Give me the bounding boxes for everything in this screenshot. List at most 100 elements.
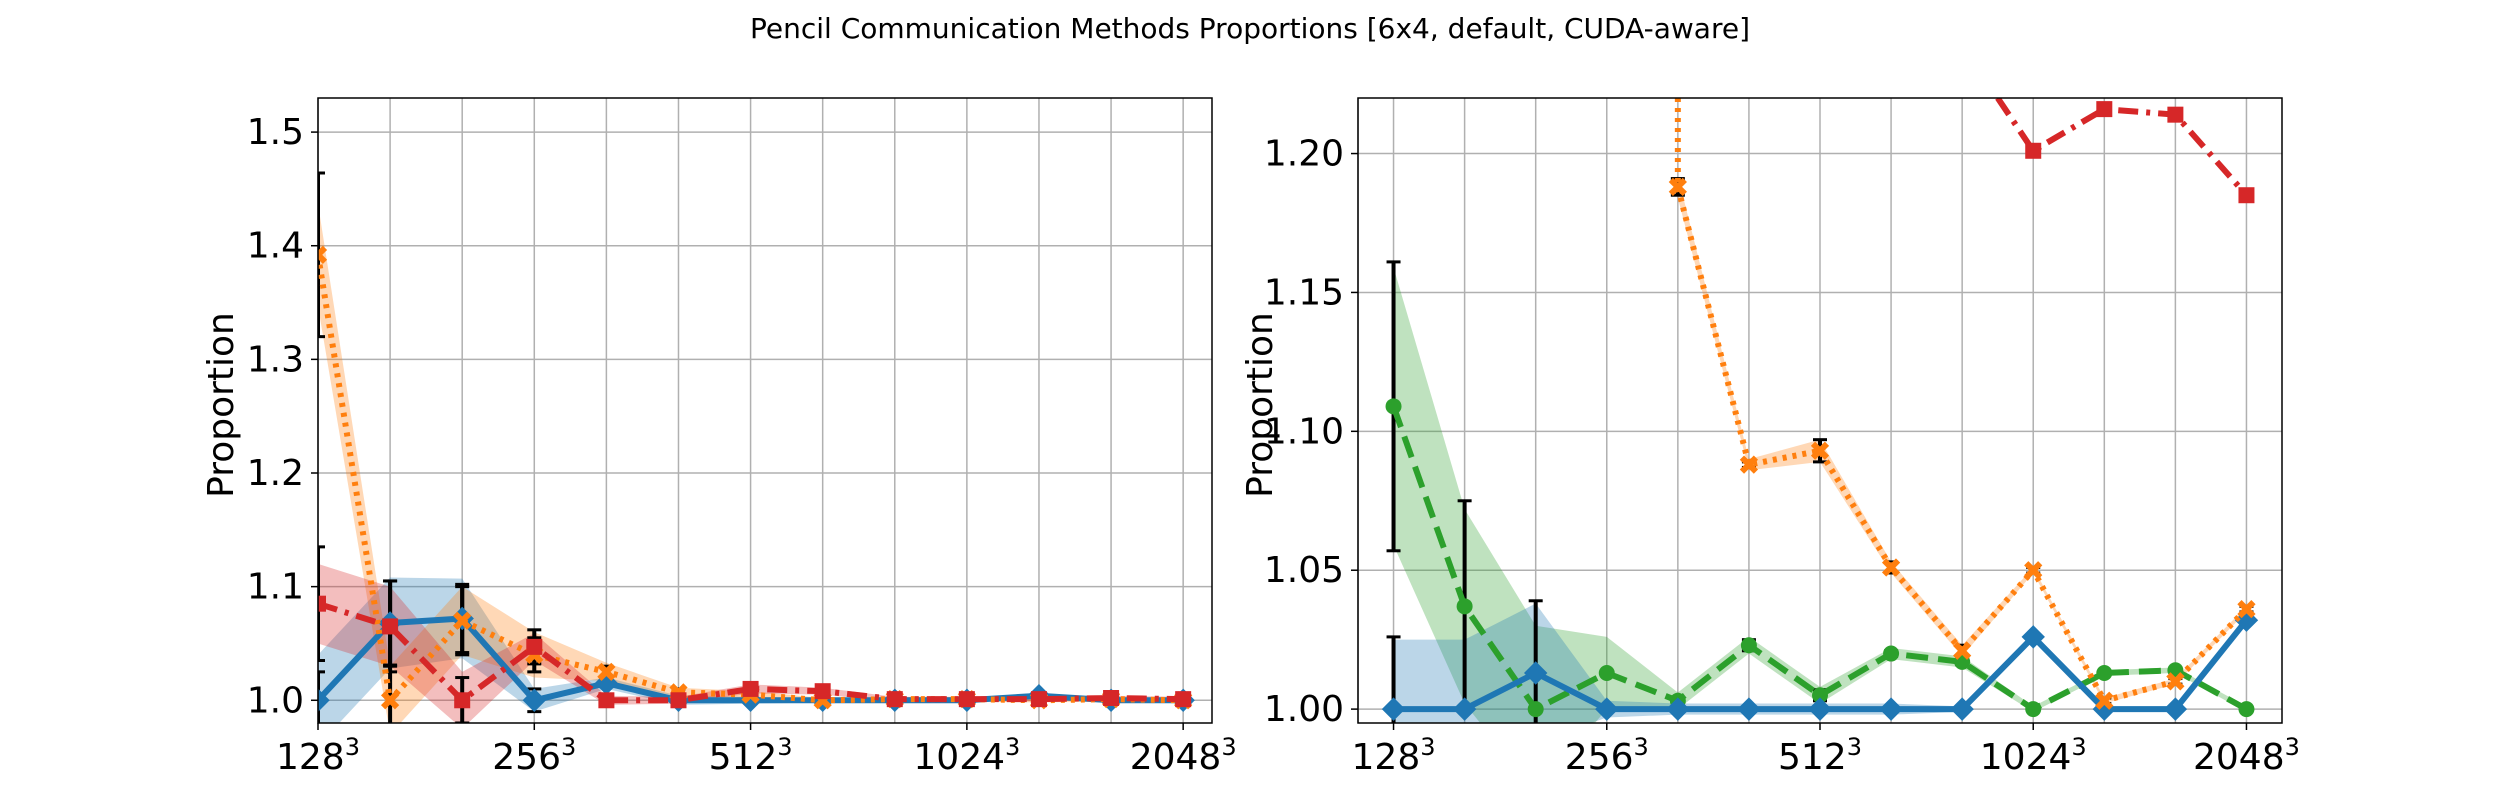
x-tick-label-base: 2048 [1130,737,1222,778]
red-data-point [382,618,399,635]
red-data-point [958,691,975,708]
x-tick-label-exponent: 3 [561,733,576,761]
x-tick-label-base: 128 [276,737,345,778]
y-tick-label: 1.00 [1264,689,1344,730]
blue-data-point [1523,661,1548,685]
x-tick-label-base: 1024 [913,737,1005,778]
blue-data-point [318,688,330,712]
orange-confidence-band [318,203,1184,723]
orange-data-point [2237,599,2256,619]
axes-frame [317,97,1213,724]
y-tick-label: 1.4 [247,226,304,267]
blue-data-point [2021,625,2045,649]
red-data-point [2096,101,2113,118]
y-tick-label: 1.15 [1264,272,1344,313]
y-tick-label: 1.2 [247,453,304,494]
x-tick-label: 10243 [913,733,1020,778]
orange-data-point [2166,672,2185,691]
left-y-axis-label: Proportion [201,312,242,498]
x-tick-label-exponent: 3 [1847,733,1862,761]
red-data-point [454,692,471,709]
red-data-point [598,692,615,709]
green-data-point [2238,701,2255,718]
green-data-point [2025,701,2042,718]
green-data-point [1598,665,1615,681]
y-tick-label: 1.3 [247,339,304,380]
x-tick-label-exponent: 3 [777,733,792,761]
x-tick-label: 5123 [709,733,793,778]
green-data-point [2096,665,2113,681]
blue-data-point [1452,697,1477,721]
red-data-point [2167,106,2184,123]
y-tick-label: 1.05 [1264,550,1344,591]
orange-data-point [2095,691,2114,710]
figure-title: Pencil Communication Methods Proportions… [750,12,1750,45]
y-tick-label: 1.5 [247,112,304,153]
blue-data-point [522,688,546,712]
y-tick-label: 1.10 [1264,411,1344,452]
orange-data-point [380,691,400,710]
x-tick-label: 10243 [1980,733,2087,778]
blue-data-point [1950,697,1974,721]
x-tick-label-base: 2048 [2193,737,2285,778]
x-tick-label-exponent: 3 [1633,733,1648,761]
green-data-point [1812,687,1828,704]
x-tick-label: 20483 [2193,733,2300,778]
red-data-point [2238,187,2255,204]
orange-data-point [2024,561,2043,580]
x-tick-label-exponent: 3 [1005,733,1020,761]
red-data-point [2025,142,2042,159]
red-data-point [318,595,326,612]
blue-data-point [2163,697,2188,721]
red-data-point [742,680,759,697]
blue-data-point [1737,697,1761,721]
blue-data-point [1595,697,1619,721]
orange-data-point [318,245,328,264]
green-data-point [1385,398,1402,415]
x-tick-label-exponent: 3 [345,733,360,761]
x-tick-label-base: 512 [709,737,778,778]
y-tick-label: 1.0 [247,680,304,721]
orange-data-point [597,662,616,681]
x-tick-label-exponent: 3 [1221,733,1236,761]
orange-data-point [1668,177,1687,197]
y-tick-label: 1.1 [247,567,304,608]
x-tick-label-base: 256 [1565,737,1634,778]
x-tick-label: 2563 [492,733,576,778]
blue-data-point [1666,697,1690,721]
green-data-point [1527,701,1544,718]
red-data-point [886,691,903,708]
orange-data-point [1810,441,1830,460]
x-tick-label-exponent: 3 [2071,733,2086,761]
red-data-point [1175,691,1192,708]
x-tick-label-base: 1024 [1980,737,2072,778]
red-data-point [814,683,831,700]
red-series-line [1995,98,2249,198]
x-tick-label-exponent: 3 [2285,733,2300,761]
x-tick-label: 5123 [1778,733,1862,778]
x-tick-label: 1283 [1352,733,1436,778]
red-data-point [670,692,687,709]
red-data-point [1030,691,1047,708]
green-data-point [1456,598,1473,615]
x-tick-label: 20483 [1130,733,1237,778]
blue-data-point [1808,697,1832,721]
blue-data-point [1879,697,1903,721]
x-tick-label-exponent: 3 [1420,733,1435,761]
plot-area [318,171,1195,723]
orange-data-point [1881,558,1901,577]
green-data-point [1740,637,1757,654]
x-tick-label: 2563 [1565,733,1649,778]
red-data-point [526,638,543,655]
orange-series-line [1674,98,2249,704]
x-tick-label: 1283 [276,733,360,778]
orange-data-point [1953,641,1972,660]
orange-data-point [453,611,472,630]
x-tick-label-base: 256 [492,737,561,778]
green-data-point [1883,645,1900,662]
